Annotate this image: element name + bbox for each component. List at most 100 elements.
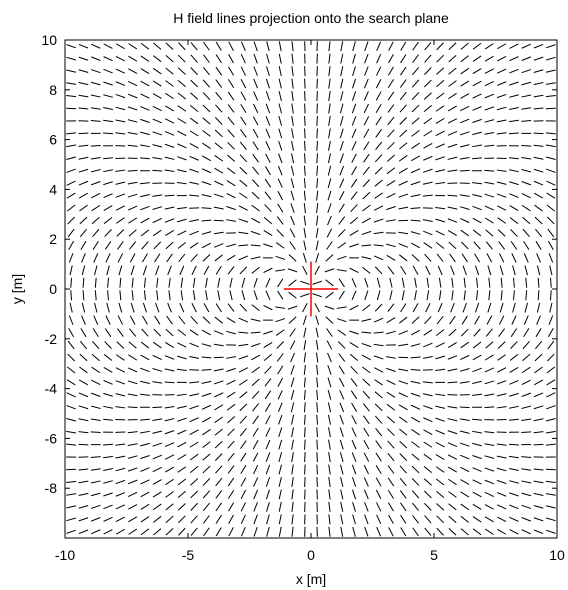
field-line-segment: [190, 527, 198, 536]
field-line-segment: [364, 526, 369, 537]
field-line-segment: [127, 119, 138, 123]
field-line-segment: [361, 354, 371, 361]
field-line-segment: [152, 479, 162, 485]
field-line-segment: [127, 193, 138, 198]
field-line-segment: [423, 405, 433, 410]
field-line-segment: [131, 277, 134, 288]
field-line-segment: [423, 429, 433, 435]
field-line-segment: [153, 42, 162, 50]
field-line-segment: [435, 92, 445, 100]
field-line-segment: [78, 529, 89, 535]
field-line-segment: [351, 452, 357, 462]
field-line-segment: [240, 502, 246, 512]
field-line-segment: [304, 128, 306, 139]
field-line-segment: [291, 140, 294, 151]
field-line-segment: [214, 330, 224, 335]
field-line-segment: [485, 341, 494, 349]
field-line-segment: [238, 317, 249, 323]
field-line-segment: [228, 502, 235, 512]
field-line-segment: [238, 244, 249, 247]
field-line-segment: [387, 141, 395, 150]
field-line-segment: [67, 228, 75, 238]
field-line-segment: [484, 93, 495, 99]
field-line-segment: [412, 527, 419, 537]
field-line-segment: [165, 92, 174, 100]
field-line-segment: [278, 439, 283, 450]
field-line-segment: [78, 107, 89, 110]
field-line-segment: [202, 104, 211, 113]
field-line-segment: [92, 340, 100, 350]
field-line-segment: [226, 243, 236, 248]
field-line-segment: [251, 304, 260, 312]
field-line-segment: [277, 402, 283, 413]
field-line-segment: [189, 405, 199, 410]
field-line-segment: [177, 429, 187, 435]
field-line-segment: [474, 265, 480, 276]
field-line-segment: [240, 78, 247, 89]
field-line-segment: [459, 368, 470, 372]
field-line-segment: [536, 302, 541, 313]
field-line-segment: [250, 342, 261, 348]
field-line-segment: [376, 41, 382, 51]
field-line-segment: [140, 455, 150, 460]
field-line-segment: [304, 439, 306, 450]
field-line-segment: [278, 452, 283, 463]
field-line-segment: [251, 390, 260, 399]
field-line-segment: [79, 204, 88, 212]
field-line-segment: [253, 41, 258, 52]
field-line-segment: [78, 180, 89, 186]
field-line-segment: [303, 402, 306, 413]
field-line-segment: [103, 516, 113, 522]
field-line-segment: [278, 489, 282, 500]
field-line-segment: [362, 166, 370, 175]
field-line-segment: [289, 340, 296, 350]
field-line-segment: [214, 129, 223, 138]
field-line-segment: [140, 55, 150, 62]
field-line-segment: [164, 368, 175, 372]
field-line-segment: [327, 190, 332, 201]
field-line-segment: [302, 265, 308, 275]
field-line-segment: [399, 104, 407, 113]
field-line-segment: [424, 527, 432, 536]
field-line-segment: [316, 140, 318, 151]
field-line-segment: [289, 328, 296, 337]
field-line-segment: [66, 392, 76, 398]
field-line-segment: [315, 352, 319, 363]
field-line-segment: [498, 253, 505, 263]
field-line-segment: [500, 277, 503, 288]
field-line-segment: [278, 514, 282, 525]
field-line-segment: [115, 93, 126, 99]
field-line-segment: [140, 144, 150, 148]
field-line-segment: [128, 528, 138, 535]
field-line-segment: [227, 489, 235, 499]
field-line-segment: [190, 490, 199, 499]
field-line-segment: [447, 368, 458, 372]
field-line-segment: [152, 206, 163, 210]
field-line-segment: [459, 418, 470, 422]
field-line-segment: [277, 365, 284, 375]
field-line-segment: [127, 431, 138, 434]
field-line-segment: [472, 118, 482, 123]
field-line-segment: [140, 93, 150, 99]
field-line-segment: [68, 240, 75, 250]
field-line-segment: [450, 265, 455, 276]
field-line-segment: [460, 341, 470, 349]
field-line-segment: [94, 290, 97, 301]
y-tick-label: -6: [45, 430, 58, 446]
field-line-segment: [316, 165, 319, 176]
field-line-segment: [373, 255, 384, 261]
field-line-segment: [91, 353, 100, 362]
field-line-segment: [152, 418, 163, 422]
field-line-segment: [78, 492, 89, 496]
field-line-segment: [205, 290, 208, 301]
field-line-segment: [509, 56, 519, 62]
field-line-segment: [472, 418, 482, 421]
field-line-segment: [103, 106, 113, 110]
field-line-segment: [290, 389, 295, 400]
field-line-segment: [338, 278, 345, 288]
field-line-segment: [460, 503, 470, 511]
field-line-segment: [177, 105, 187, 112]
field-line-segment: [115, 393, 126, 397]
field-line-segment: [316, 190, 319, 201]
field-line-segment: [314, 303, 320, 313]
